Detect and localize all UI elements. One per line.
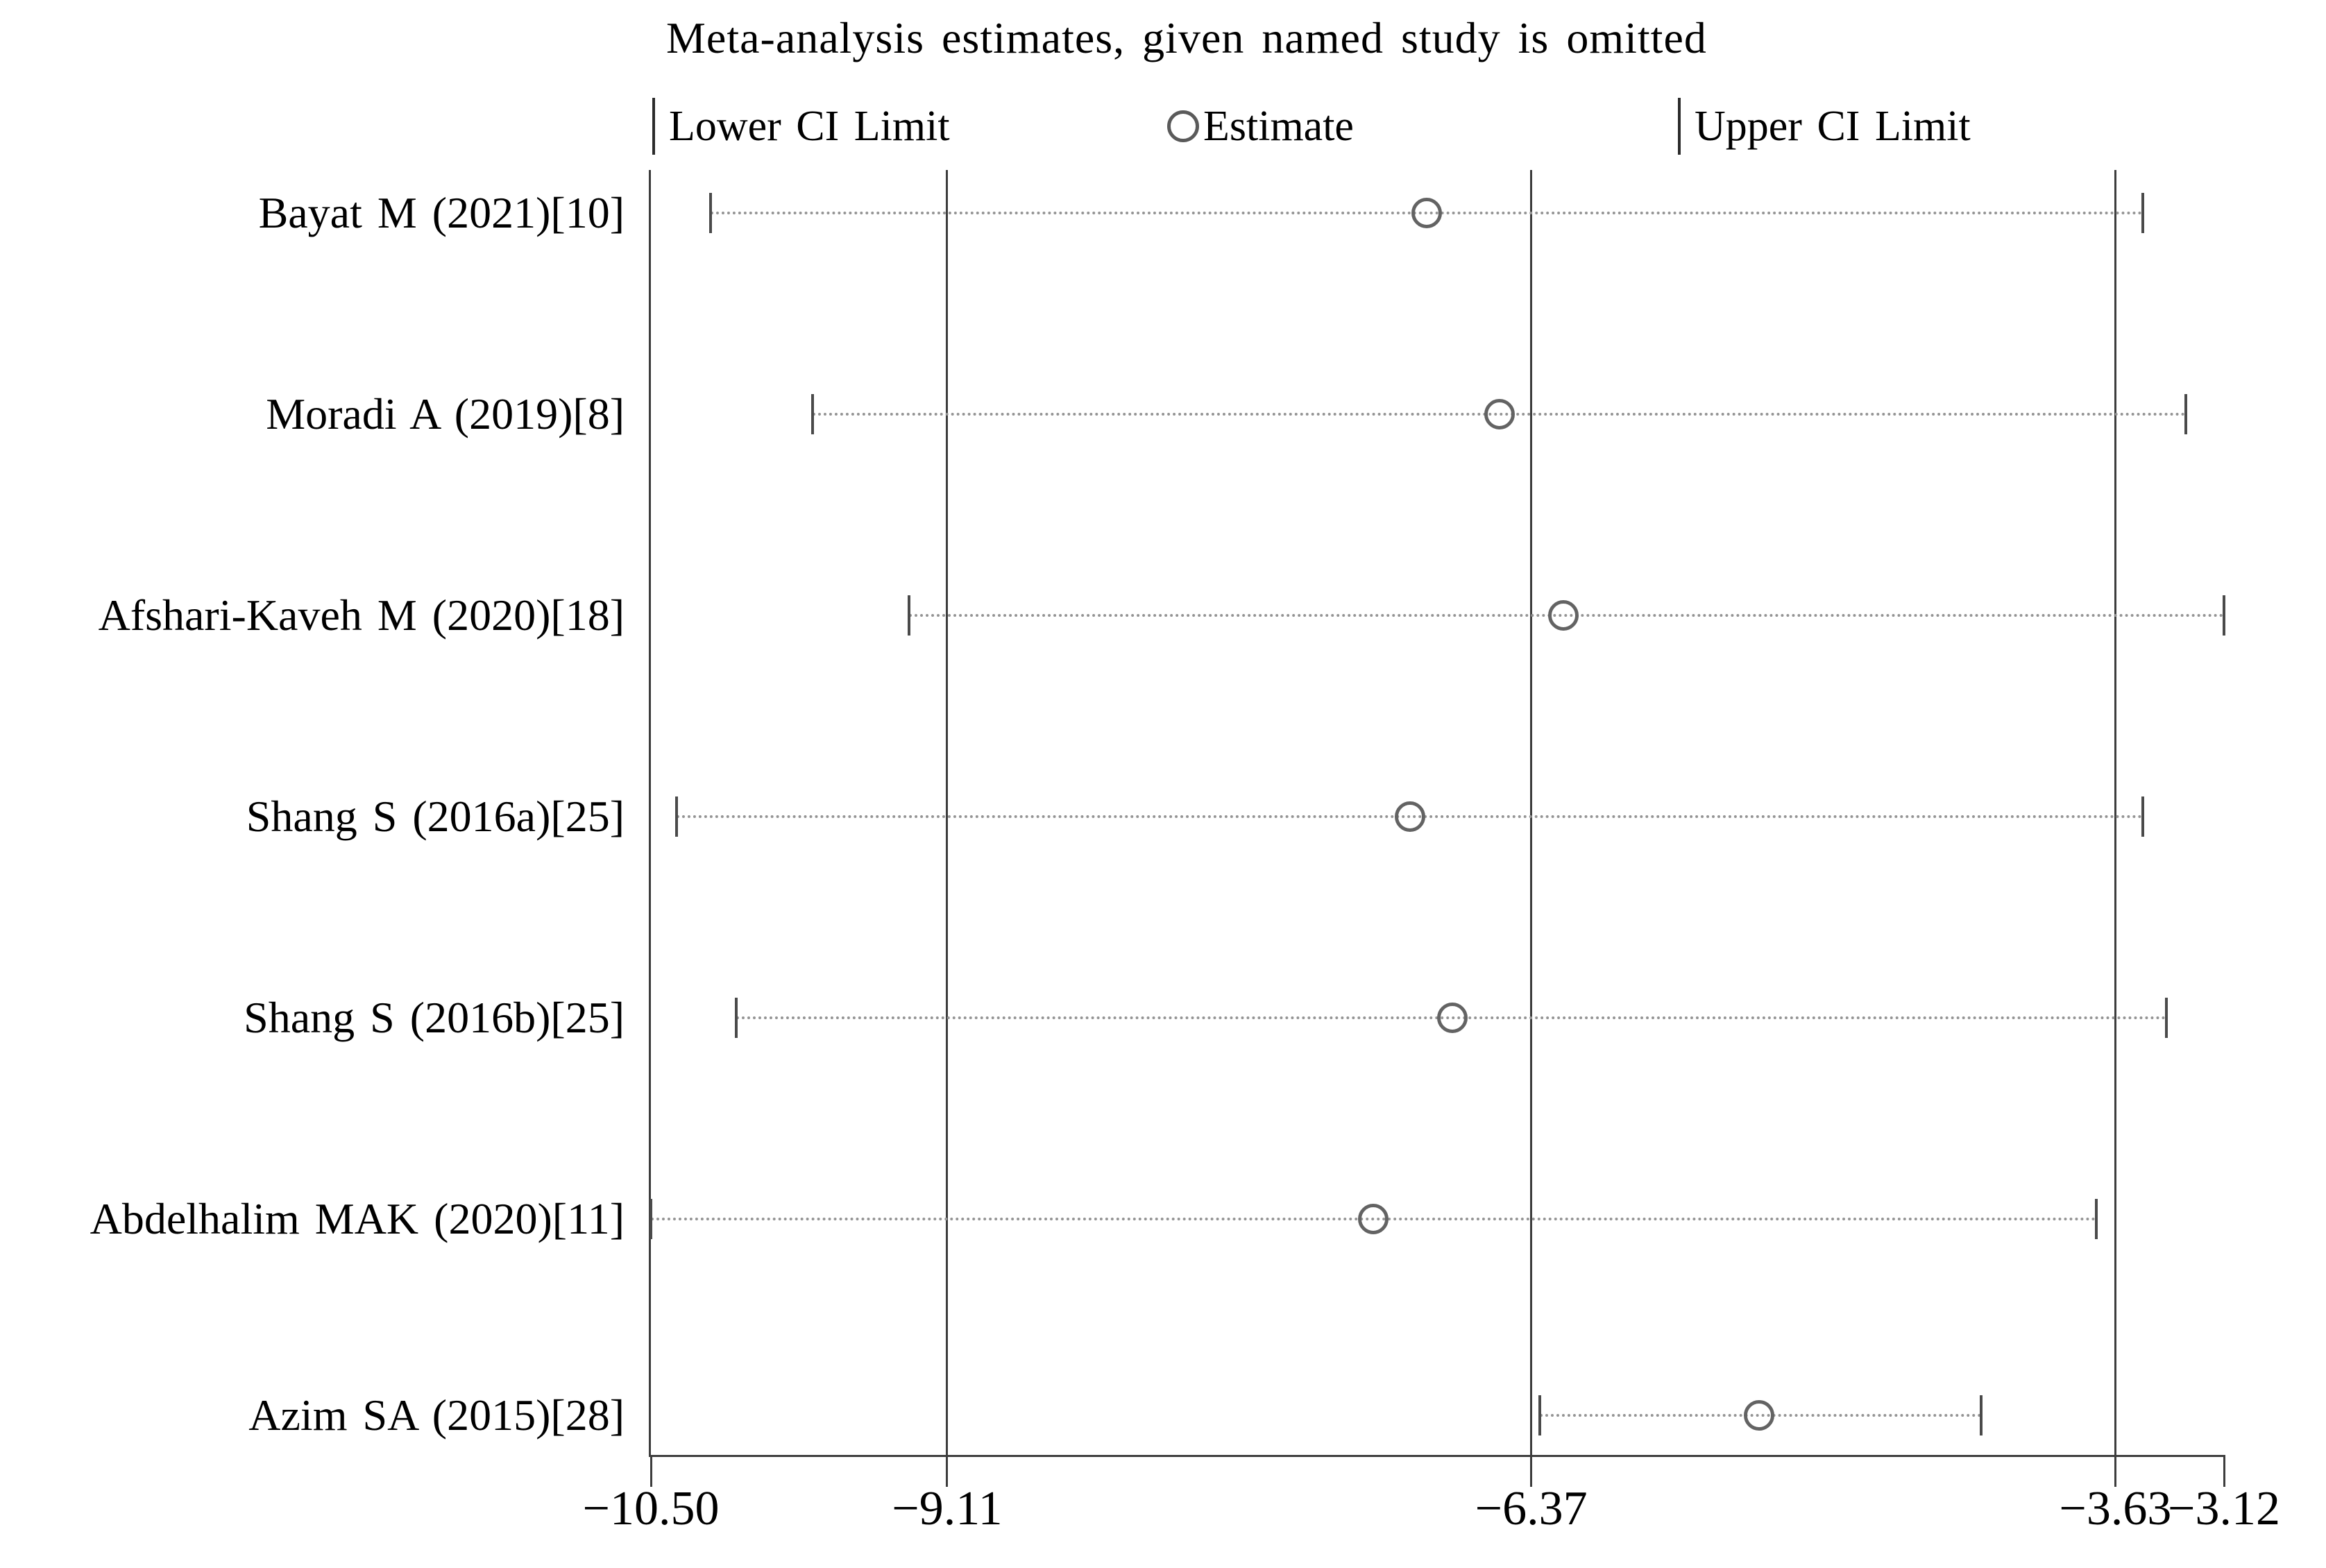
x-axis-tick	[2114, 1455, 2116, 1487]
lower-ci-tick-icon	[652, 98, 655, 155]
x-axis-tick	[650, 1455, 652, 1487]
x-axis-tick-label: −9.11	[892, 1482, 1003, 1535]
upper-ci-tick	[2223, 595, 2225, 636]
study-label: Bayat M (2021)[10]	[258, 188, 625, 237]
legend-estimate: Estimate	[1167, 93, 1354, 160]
lower-ci-tick	[734, 998, 738, 1038]
lower-ci-tick	[650, 1199, 652, 1239]
estimate-marker	[1484, 399, 1515, 429]
upper-ci-tick	[2141, 193, 2145, 233]
upper-ci-tick	[1979, 1395, 1983, 1435]
x-axis-tick	[2223, 1455, 2225, 1487]
lower-ci-tick	[907, 595, 910, 636]
x-axis-tick-label: −10.50	[582, 1482, 720, 1535]
x-axis-tick	[946, 1455, 949, 1487]
upper-ci-tick	[2094, 1199, 2098, 1239]
reference-gridline	[1530, 170, 1533, 1455]
estimate-circle-icon	[1167, 110, 1199, 142]
x-axis-tick-label: −3.12	[2168, 1482, 2280, 1535]
x-axis-tick	[1530, 1455, 1533, 1487]
figure-title: Meta-analysis estimates, given named stu…	[666, 13, 1707, 62]
study-label: Azim SA (2015)[28]	[248, 1390, 625, 1440]
lower-ci-tick	[709, 193, 712, 233]
lower-ci-tick	[1538, 1395, 1541, 1435]
study-label: Abdelhalim MAK (2020)[11]	[90, 1194, 625, 1243]
estimate-marker	[1358, 1204, 1389, 1234]
estimate-marker	[1547, 600, 1579, 631]
legend-upper-ci-label: Upper CI Limit	[1695, 102, 1971, 150]
upper-ci-tick	[2165, 998, 2168, 1038]
legend-lower-ci: Lower CI Limit	[652, 93, 950, 160]
estimate-marker	[1411, 198, 1443, 228]
estimate-marker	[1394, 801, 1425, 832]
reference-gridline	[2114, 170, 2116, 1455]
legend-lower-ci-label: Lower CI Limit	[669, 102, 950, 150]
lower-ci-tick	[811, 394, 815, 434]
x-axis-tick-label: −3.63	[2059, 1482, 2172, 1535]
upper-ci-tick-icon	[1678, 98, 1681, 155]
plot-area: −10.50 −9.11 −6.37 −3.63 −3.12	[583, 170, 2280, 1535]
x-axis-tick-label: −6.37	[1475, 1482, 1588, 1535]
estimate-marker	[1437, 1003, 1468, 1033]
lower-ci-tick	[674, 796, 678, 837]
study-label: Afshari-Kaveh M (2020)[18]	[98, 590, 625, 640]
estimate-marker	[1744, 1400, 1775, 1431]
study-label: Shang S (2016b)[25]	[244, 993, 625, 1042]
legend-estimate-label: Estimate	[1203, 102, 1354, 150]
legend-upper-ci: Upper CI Limit	[1678, 93, 1971, 160]
upper-ci-tick	[2184, 394, 2187, 434]
upper-ci-tick	[2141, 796, 2145, 837]
study-label: Shang S (2016a)[25]	[246, 792, 625, 841]
study-label: Moradi A (2019)[8]	[266, 389, 625, 438]
reference-gridline	[946, 170, 949, 1455]
